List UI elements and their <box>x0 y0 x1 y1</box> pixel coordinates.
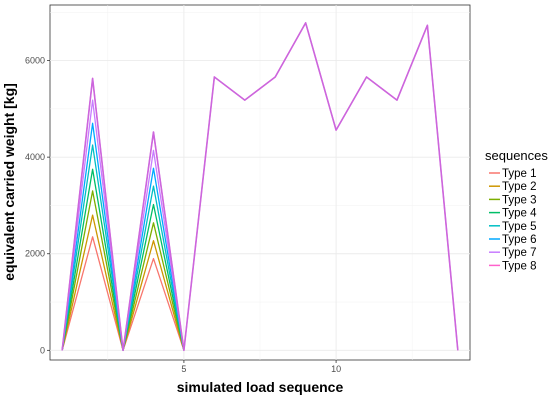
series-lines <box>61 22 459 352</box>
x-tick-label-0: 5 <box>181 364 186 374</box>
legend-title: sequences <box>485 148 548 163</box>
x-tick-label-1: 10 <box>331 364 341 374</box>
y-tick-label-2: 4000 <box>25 152 45 162</box>
y-tick-label-3: 6000 <box>25 56 45 66</box>
legend-label-type-7: Type 7 <box>502 247 537 259</box>
legend-label-type-5: Type 5 <box>502 221 537 233</box>
legend-label-type-8: Type 8 <box>502 260 537 272</box>
axis-ticks: 0 2000 4000 6000 5 10 <box>25 56 341 374</box>
legend-label-type-2: Type 2 <box>502 181 537 193</box>
legend-label-type-3: Type 3 <box>502 194 537 206</box>
x-axis-title: simulated load sequence <box>177 379 344 395</box>
y-axis-title: equivalent carried weight [kg] <box>1 83 17 281</box>
legend-label-type-1: Type 1 <box>502 168 537 180</box>
legend-label-type-4: Type 4 <box>502 208 537 220</box>
y-tick-label-0: 0 <box>40 345 45 355</box>
y-tick-label-1: 2000 <box>25 249 45 259</box>
legend-label-type-6: Type 6 <box>502 234 537 246</box>
series-line-overlay <box>61 22 459 352</box>
